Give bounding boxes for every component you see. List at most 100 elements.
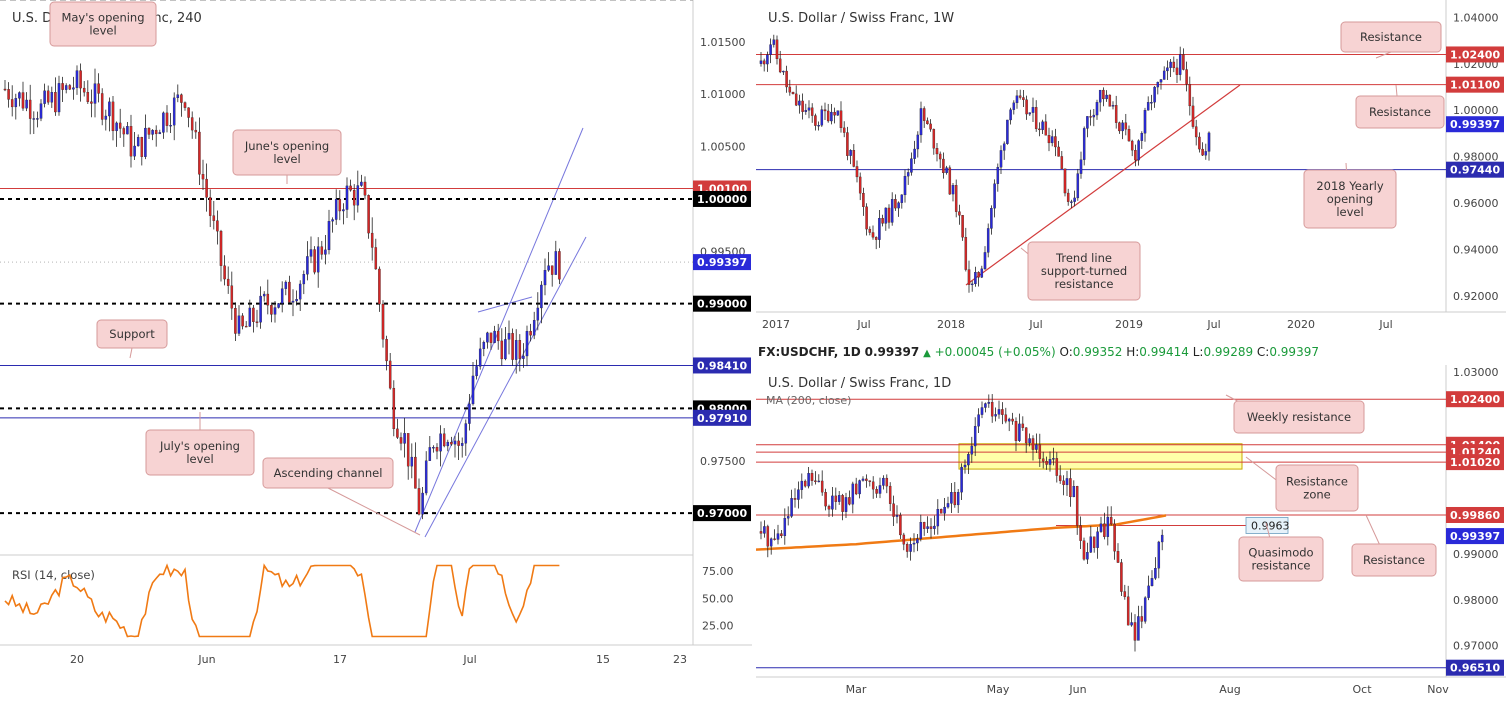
candle-body xyxy=(457,440,460,446)
candle-body xyxy=(1076,173,1080,199)
daily-chart[interactable]: 1.030000.990000.980000.970001.024001.014… xyxy=(756,365,1506,705)
date-tick: Jul xyxy=(1206,318,1220,331)
candle-body xyxy=(424,460,428,494)
candle-body xyxy=(844,497,848,512)
candle-body xyxy=(963,464,967,468)
candle-body xyxy=(1207,132,1211,152)
candle-body xyxy=(1137,616,1140,641)
candle-body xyxy=(115,122,118,132)
candle-body xyxy=(759,60,763,64)
candle-body xyxy=(987,401,991,404)
level-label-bg xyxy=(1446,506,1504,523)
rsi-tick: 50.00 xyxy=(702,592,734,605)
h4-chart-panel[interactable]: 1.01500 1.01000 1.00500 0.99500 0.97500 1.001… xyxy=(0,0,752,673)
candle-body xyxy=(788,86,792,93)
callout-resistance-top-box xyxy=(1340,21,1442,53)
candle-body xyxy=(1092,114,1096,118)
candle-body xyxy=(1140,616,1144,622)
candle-body xyxy=(854,483,858,495)
candle-body xyxy=(803,480,807,487)
candle-body xyxy=(208,197,212,216)
callout-resistance-zone-box xyxy=(1275,464,1359,512)
rsi-label: RSI (14, close) xyxy=(12,568,95,582)
candle-body xyxy=(778,58,782,73)
level-label: 1.02400 xyxy=(1450,393,1500,406)
candle-body xyxy=(980,268,984,278)
candle-body xyxy=(280,288,284,304)
candle-body xyxy=(851,483,855,505)
candle-body xyxy=(255,321,259,323)
candle-body xyxy=(1204,151,1208,156)
callout-mays-opening-box xyxy=(49,1,157,47)
h4-chart[interactable]: 1.015001.010001.005000.995000.975001.001… xyxy=(0,0,752,673)
candle-body xyxy=(345,185,349,210)
ascending-channel-line xyxy=(424,236,587,538)
candle-body xyxy=(226,278,230,286)
candle-body xyxy=(417,488,421,515)
candle-body xyxy=(468,403,471,424)
ohlc-symbol: FX:USDCHF, 1D xyxy=(758,345,861,359)
candle-body xyxy=(1041,121,1044,131)
candle-body xyxy=(435,447,439,452)
candle-body xyxy=(151,129,154,135)
candle-body xyxy=(504,339,507,360)
candle-body xyxy=(439,433,442,452)
candle-body xyxy=(775,39,779,60)
callout-resistance-top-pointer xyxy=(1375,51,1392,59)
callout-mays-opening: May's opening xyxy=(61,11,144,25)
candle-body xyxy=(162,112,165,133)
candle-body xyxy=(154,129,158,135)
candle-body xyxy=(385,339,388,362)
price-tick: 1.04000 xyxy=(1453,11,1499,24)
ohlc-open: 0.99352 xyxy=(1072,345,1123,359)
candle-body xyxy=(820,480,824,493)
candle-body xyxy=(248,307,252,327)
candle-body xyxy=(1106,516,1110,537)
level-label-bg xyxy=(693,295,751,312)
callout-ascending-channel-box xyxy=(262,457,394,489)
candle-body xyxy=(1006,119,1009,144)
weekly-chart[interactable]: 1.040001.020001.000000.980000.960000.940… xyxy=(756,0,1506,338)
candle-body xyxy=(79,70,82,89)
candle-body xyxy=(1031,438,1035,450)
candle-body xyxy=(871,481,875,490)
candle-body xyxy=(1052,458,1055,460)
candle-body xyxy=(446,441,450,447)
candle-body xyxy=(926,526,929,529)
candle-body xyxy=(1011,418,1014,422)
candle-body xyxy=(1028,112,1032,115)
callout-resistance-mid: Resistance xyxy=(1369,105,1431,119)
candle-body xyxy=(1109,516,1113,525)
candle-body xyxy=(1140,133,1144,141)
candle-body xyxy=(230,285,234,309)
price-tick: 1.01000 xyxy=(700,88,746,101)
ohlc-high-label: H: xyxy=(1126,345,1140,359)
candle-body xyxy=(804,110,808,112)
candle-body xyxy=(1079,525,1082,541)
candle-body xyxy=(916,538,919,544)
callout-junes-opening-box xyxy=(232,129,342,176)
candle-body xyxy=(871,232,875,238)
daily-chart-panel[interactable]: 1.030000.990000.980000.970001.024001.014… xyxy=(756,365,1506,705)
callout-resistance-zone: Resistance xyxy=(1286,475,1348,489)
candle-body xyxy=(1066,192,1070,202)
candle-body xyxy=(1185,69,1188,85)
candle-body xyxy=(861,478,865,481)
candle-body xyxy=(367,195,370,234)
candle-body xyxy=(475,366,478,377)
candle-body xyxy=(406,433,410,467)
candle-body xyxy=(342,209,345,212)
candle-body xyxy=(1188,84,1192,107)
weekly-chart-panel[interactable]: 1.04000 1.02000 1.00000 0.98000 0.96000 0.940… xyxy=(756,0,1506,338)
candle-body xyxy=(1137,140,1140,161)
candle-body xyxy=(1007,418,1011,422)
candle-body xyxy=(797,489,800,500)
candle-body xyxy=(288,281,291,303)
candle-body xyxy=(1045,461,1048,465)
candle-body xyxy=(905,544,909,552)
trend-line xyxy=(965,84,1241,286)
candle-body xyxy=(875,489,878,494)
candle-body xyxy=(1123,591,1127,597)
candle-body xyxy=(958,211,961,216)
level-label-bg xyxy=(1446,161,1504,178)
